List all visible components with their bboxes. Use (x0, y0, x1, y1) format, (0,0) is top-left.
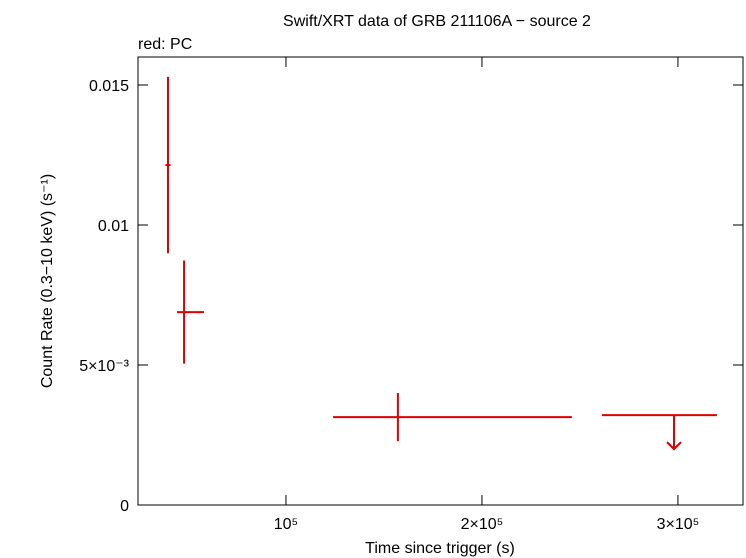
chart-title: Swift/XRT data of GRB 211106A − source 2 (283, 13, 591, 30)
x-tick-label: 10⁵ (274, 516, 298, 533)
chart-subtitle: red: PC (138, 36, 192, 53)
y-tick-label: 0.015 (89, 78, 129, 95)
y-axis-label: Count Rate (0.3−10 keV) (s⁻¹) (39, 174, 56, 388)
plot-frame (137, 56, 744, 506)
x-tick-label: 3×10⁵ (657, 516, 700, 533)
x-axis-label: Time since trigger (s) (365, 540, 515, 557)
upper-limit-arrow (666, 415, 682, 451)
x-tick-label: 2×10⁵ (461, 516, 504, 533)
y-tick-label: 5×10⁻³ (79, 358, 129, 375)
y-tick-label: 0 (120, 498, 129, 515)
y-tick-label: 0.01 (98, 218, 129, 235)
